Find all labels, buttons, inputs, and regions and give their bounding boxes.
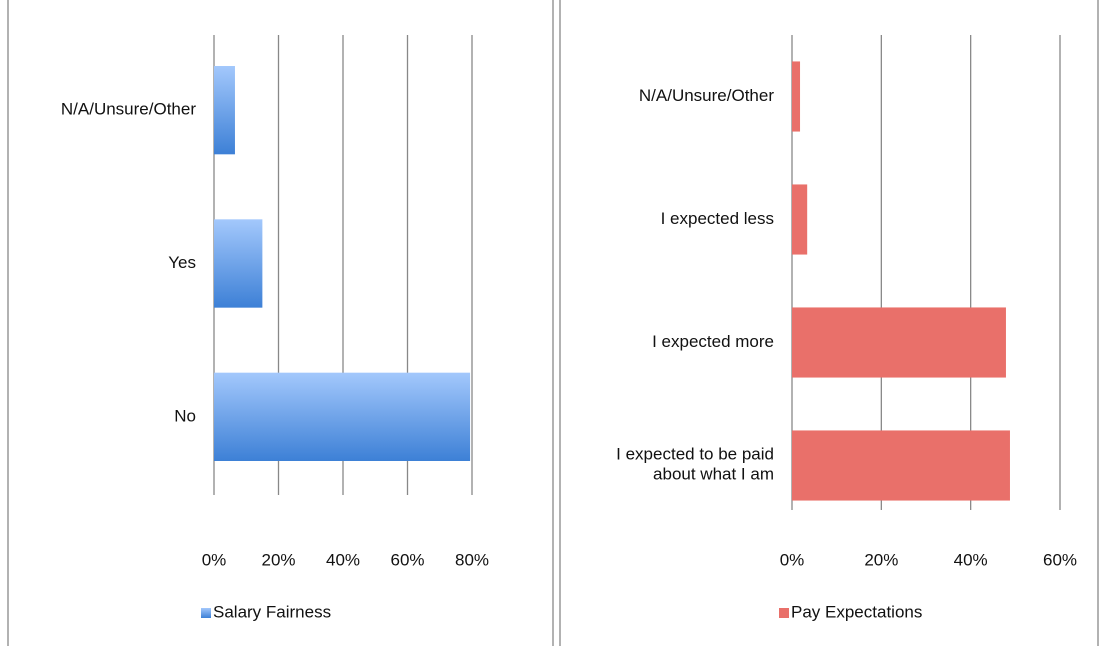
y-tick-label: I expected more [652,332,774,351]
bar [792,184,808,255]
bar [792,61,801,132]
x-tick-label: 60% [1043,550,1077,569]
legend-label: Salary Fairness [213,602,331,621]
x-tick-label: 40% [326,550,360,569]
y-tick-label: Yes [168,253,196,272]
bar [792,307,1006,378]
x-tick-label: 80% [455,550,489,569]
x-tick-label: 20% [261,550,295,569]
legend-swatch [779,608,789,618]
bar [214,372,471,461]
legend-label: Pay Expectations [791,602,922,621]
x-tick-label: 40% [954,550,988,569]
x-tick-label: 20% [864,550,898,569]
y-tick-label: N/A/Unsure/Other [639,86,774,105]
bar [792,430,1010,501]
bar [214,66,235,155]
y-tick-label: I expected less [661,209,774,228]
x-tick-label: 0% [780,550,805,569]
bar [214,219,263,308]
y-tick-label: I expected to be paid about what I am [616,445,774,484]
x-tick-label: 0% [202,550,227,569]
y-tick-label: No [174,406,196,425]
y-tick-label: N/A/Unsure/Other [61,100,196,119]
legend-swatch [201,608,211,618]
x-tick-label: 60% [390,550,424,569]
